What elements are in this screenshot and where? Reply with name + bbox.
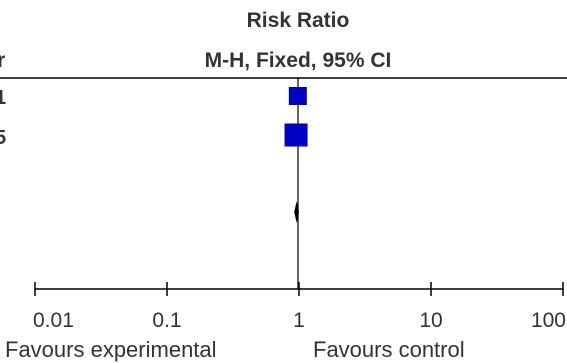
favours-left-label: Favours experimental bbox=[5, 337, 217, 362]
chart-title: Risk Ratio bbox=[247, 9, 350, 32]
x-tick-label-3: 10 bbox=[419, 309, 442, 332]
x-tick-label-0: 0.01 bbox=[33, 309, 74, 332]
pooled-diamond bbox=[294, 201, 299, 223]
chart-subtitle: M-H, Fixed, 95% CI bbox=[205, 49, 392, 72]
favours-right-label: Favours control bbox=[313, 337, 465, 362]
row-label-fragment-2: 5 bbox=[0, 127, 6, 149]
x-tick-label-4: 100 bbox=[531, 309, 566, 332]
study-box-1 bbox=[288, 87, 307, 105]
x-tick-label-2: 1 bbox=[293, 309, 305, 332]
x-tick-label-1: 0.1 bbox=[152, 309, 181, 332]
study-box-2 bbox=[284, 123, 308, 147]
row-label-fragment-1: 1 bbox=[0, 87, 6, 109]
left-header-fragment: r bbox=[0, 49, 5, 72]
